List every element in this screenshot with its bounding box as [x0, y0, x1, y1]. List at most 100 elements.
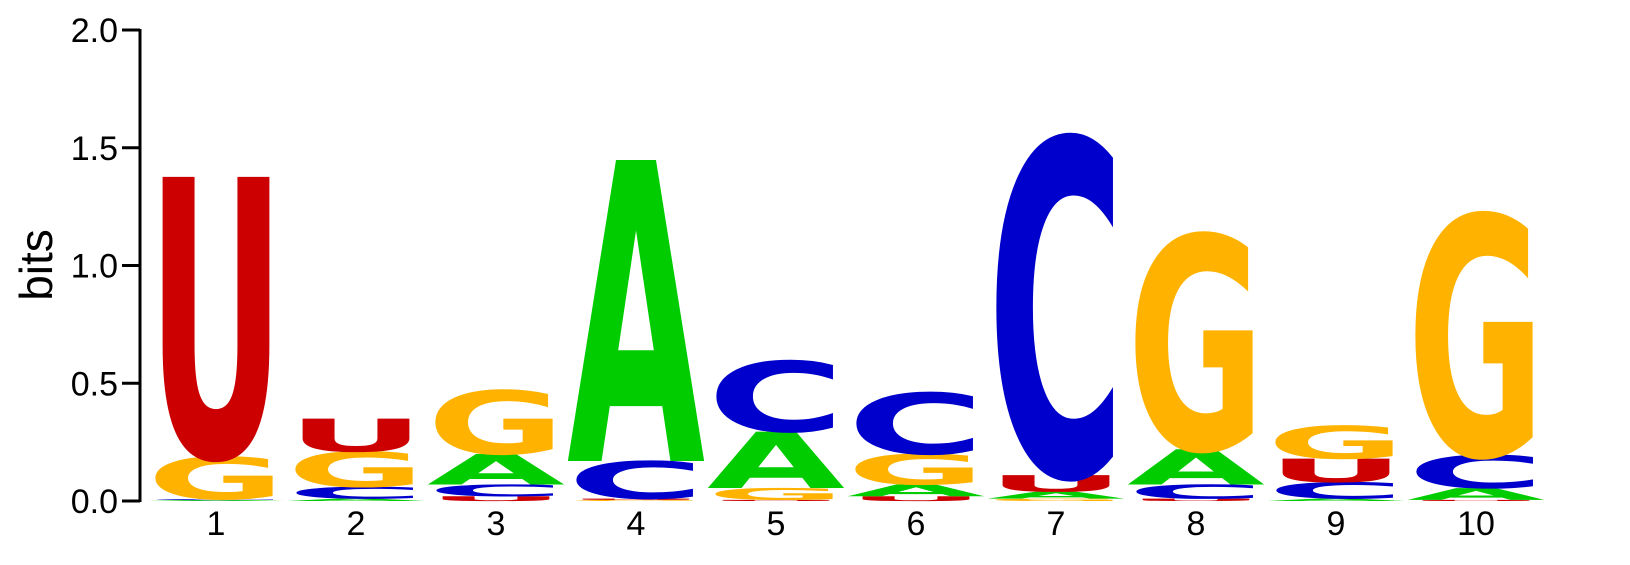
letter-U-pos-2: U	[287, 410, 425, 462]
letter-G-pos-5: G	[707, 485, 845, 504]
letter-glyph: C	[1407, 446, 1545, 499]
letter-G-pos-2: G	[287, 442, 425, 498]
x-tick-label: 1	[207, 505, 226, 543]
letter-C-pos-4: C	[567, 451, 705, 511]
letter-glyph: U	[287, 410, 425, 462]
letter-G-pos-3: G	[427, 373, 565, 474]
letter-C-pos-7: C	[987, 48, 1125, 565]
x-tick-label: 8	[1187, 505, 1206, 543]
x-tick-label: 5	[767, 505, 786, 543]
letter-glyph: C	[287, 484, 425, 503]
letter-G-pos-8: G	[1127, 178, 1265, 519]
letter-C-pos-3: C	[427, 481, 565, 500]
letter-G-pos-1: G	[147, 445, 285, 513]
letter-glyph: U	[427, 495, 565, 503]
letter-glyph: U	[1407, 500, 1545, 502]
letter-glyph: G	[427, 373, 565, 474]
letter-glyph: U	[567, 498, 705, 500]
letter-glyph: G	[707, 485, 845, 504]
letter-glyph: U	[147, 101, 285, 548]
letter-U-pos-7: U	[987, 471, 1125, 497]
letter-C-pos-8: C	[1127, 481, 1265, 504]
x-tick-label: 3	[487, 505, 506, 543]
letter-A-pos-1: A	[147, 500, 285, 502]
y-tick-label: 0.0	[71, 483, 118, 521]
letter-G-pos-4: G	[567, 500, 705, 502]
letter-C-pos-2: C	[287, 484, 425, 503]
letter-G-pos-9: G	[1267, 417, 1405, 469]
letter-glyph: A	[1267, 498, 1405, 502]
x-axis-labels: 1 2 3 4 5 6 7 8 9 10	[207, 505, 1495, 543]
letter-glyph: A	[287, 498, 425, 502]
letter-G-pos-10: G	[1407, 149, 1545, 533]
letter-glyph: G	[147, 445, 285, 513]
y-tick-label: 1.5	[71, 130, 118, 168]
letter-glyph: U	[1267, 452, 1405, 490]
letter-glyph: A	[567, 79, 706, 559]
y-tick-label: 1.0	[71, 248, 118, 286]
letter-glyph: C	[707, 342, 845, 455]
letter-A-pos-3: A	[427, 446, 565, 495]
letter-glyph: C	[1267, 478, 1405, 504]
letter-glyph: A	[1127, 440, 1265, 496]
letter-glyph: U	[847, 495, 985, 503]
letter-glyph: U	[1127, 498, 1265, 502]
letter-glyph: G	[567, 500, 705, 502]
letter-glyph: A	[847, 481, 985, 500]
y-tick-label: 0.5	[71, 365, 118, 403]
letter-glyph: C	[427, 481, 565, 500]
x-tick-label: 6	[907, 505, 926, 543]
x-tick-label: 10	[1457, 505, 1495, 543]
letter-C-pos-5: C	[707, 342, 845, 455]
letter-U-pos-5: U	[707, 500, 845, 502]
letter-glyph: C	[987, 48, 1125, 565]
y-axis-title: bits	[10, 229, 62, 301]
letter-glyph: U	[707, 500, 845, 502]
letter-U-pos-10: U	[1407, 500, 1545, 502]
letter-glyph: A	[427, 446, 565, 495]
letter-A-pos-9: A	[1267, 498, 1405, 502]
y-axis: 0.0 0.5 1.0 1.5 2.0	[71, 12, 142, 521]
letter-G-pos-7: G	[987, 498, 1125, 502]
letter-A-pos-8: A	[1127, 440, 1265, 496]
letter-A-pos-2: A	[287, 498, 425, 502]
letter-glyph: G	[1407, 149, 1545, 533]
letter-A-pos-5: A	[707, 417, 845, 507]
letter-glyph: C	[567, 451, 705, 511]
letter-C-pos-10: C	[1407, 446, 1545, 499]
letter-U-pos-1: U	[147, 101, 285, 548]
letter-U-pos-9: U	[1267, 452, 1405, 490]
letter-U-pos-8: U	[1127, 498, 1265, 502]
letter-glyph: G	[847, 445, 985, 494]
letter-C-pos-6: C	[847, 377, 985, 474]
letter-A-pos-10: A	[1407, 485, 1545, 504]
letter-glyph: A	[987, 490, 1125, 501]
letter-glyph: A	[147, 500, 285, 502]
letter-glyph: G	[287, 442, 425, 498]
letter-C-pos-9: C	[1267, 478, 1405, 504]
letter-A-pos-4: A	[567, 79, 706, 559]
letter-glyph: G	[987, 498, 1125, 502]
letter-glyph: C	[847, 377, 985, 474]
letter-U-pos-4: U	[567, 498, 705, 500]
letter-glyph: U	[987, 471, 1125, 497]
letter-A-pos-7: A	[987, 490, 1125, 501]
letter-C-pos-1: C	[147, 499, 285, 500]
x-tick-label: 9	[1327, 505, 1346, 543]
letter-U-pos-3: U	[427, 495, 565, 503]
letter-U-pos-6: U	[847, 495, 985, 503]
x-tick-label: 2	[347, 505, 366, 543]
x-tick-label: 4	[627, 505, 646, 543]
x-tick-label: 7	[1047, 505, 1066, 543]
letter-glyph: C	[1127, 481, 1265, 504]
letter-glyph: G	[1127, 178, 1265, 519]
letter-glyph: A	[1407, 485, 1545, 504]
letter-G-pos-6: G	[847, 445, 985, 494]
letter-glyph: G	[1267, 417, 1405, 469]
letter-A-pos-6: A	[847, 481, 985, 500]
letter-glyph: C	[147, 499, 285, 500]
y-tick-label: 2.0	[71, 12, 118, 50]
letter-glyph: A	[707, 417, 845, 507]
